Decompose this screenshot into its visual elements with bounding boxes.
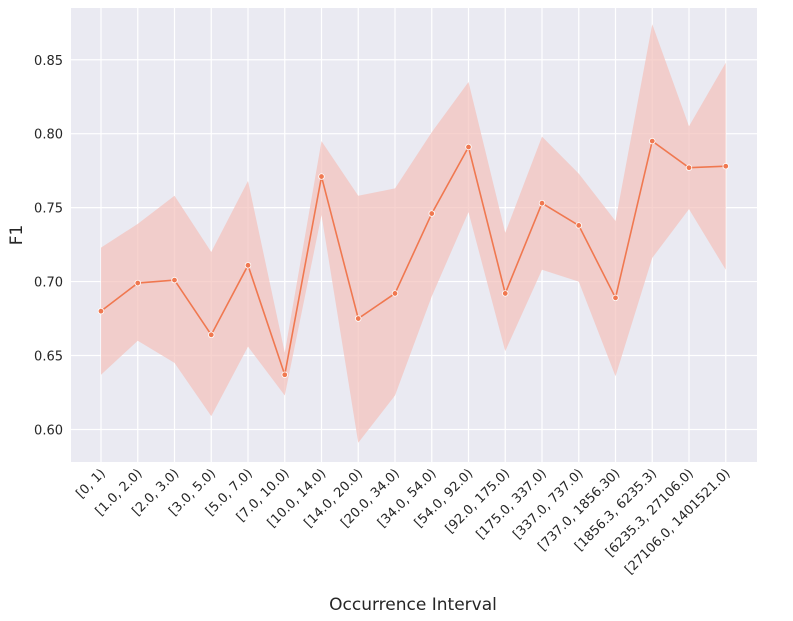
x-tick-label: [0, 1) (74, 466, 109, 501)
y-axis-label: F1 (7, 225, 27, 246)
x-axis-label: Occurrence Interval (329, 595, 497, 615)
y-tick-label: 0.70 (34, 276, 63, 291)
y-tick-label: 0.65 (34, 350, 63, 365)
data-point (244, 262, 252, 269)
data-point (208, 331, 215, 339)
data-point (685, 164, 693, 171)
data-point (97, 307, 105, 315)
confidence-band (101, 24, 726, 443)
x-tick-labels: [0, 1)[1.0, 2.0)[2.0, 3.0)[3.0, 5.0)[5.0… (74, 466, 734, 577)
data-point (281, 371, 288, 378)
data-point (722, 163, 729, 170)
data-point (428, 210, 435, 217)
y-tick-label: 0.60 (34, 423, 63, 438)
y-tick-label: 0.75 (34, 202, 63, 217)
x-tick-label: [92.0, 175.0) (443, 466, 513, 536)
data-point (612, 294, 619, 302)
data-point (502, 290, 509, 297)
y-tick-label: 0.80 (34, 128, 63, 143)
data-point (355, 315, 362, 322)
data-point (391, 290, 399, 297)
data-point (465, 143, 472, 151)
data-point (318, 173, 325, 180)
data-point (134, 279, 141, 287)
series-line (100, 139, 726, 378)
data-point (575, 222, 582, 229)
data-markers (97, 137, 729, 378)
data-point (649, 137, 656, 145)
y-tick-labels: 0.60 0.65 0.70 0.75 0.80 0.85 (34, 54, 63, 439)
data-point (171, 276, 178, 284)
data-point (538, 200, 546, 207)
y-tick-label: 0.85 (34, 54, 63, 69)
